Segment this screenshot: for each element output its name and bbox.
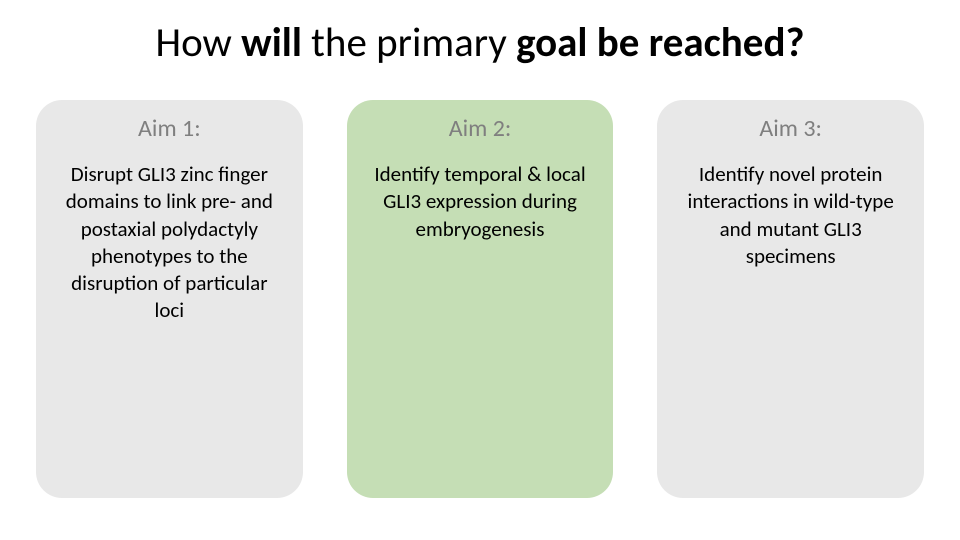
aim-card-2-body: Identify temporal & local GLI3 expressio… (365, 161, 596, 243)
aim-card-1: Aim 1: Disrupt GLI3 zinc finger domains … (36, 100, 303, 498)
aim-card-3-body: Identify novel protein interactions in w… (675, 161, 906, 270)
title-mid: the primary (302, 18, 516, 68)
aim-card-1-heading: Aim 1: (54, 114, 285, 143)
aim-card-1-body: Disrupt GLI3 zinc finger domains to link… (54, 161, 285, 325)
slide: How will the primary goal be reached? Ai… (0, 0, 960, 540)
aim-card-3: Aim 3: Identify novel protein interactio… (657, 100, 924, 498)
title-lead: How (156, 18, 242, 68)
title-bold-1: will (241, 18, 302, 68)
cards-row: Aim 1: Disrupt GLI3 zinc finger domains … (36, 100, 924, 498)
slide-title: How will the primary goal be reached? (36, 18, 924, 68)
aim-card-2: Aim 2: Identify temporal & local GLI3 ex… (347, 100, 614, 498)
aim-card-3-heading: Aim 3: (675, 114, 906, 143)
aim-card-2-heading: Aim 2: (365, 114, 596, 143)
title-bold-2: goal be reached? (516, 18, 804, 68)
